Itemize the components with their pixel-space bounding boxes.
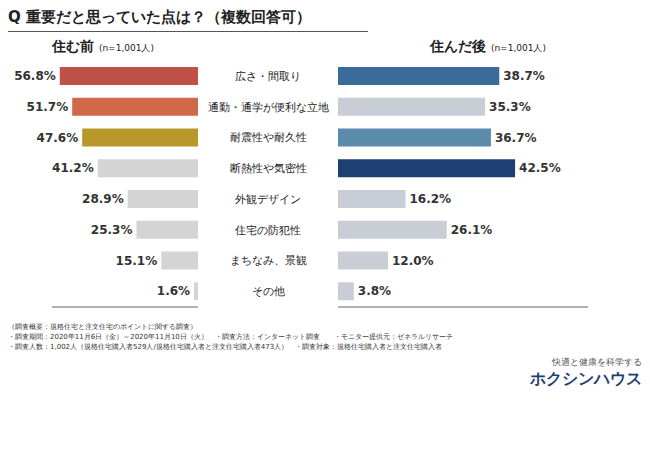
svg-text:56.8%: 56.8% bbox=[14, 69, 56, 83]
svg-text:通勤・通学が便利な立地: 通勤・通学が便利な立地 bbox=[208, 101, 329, 114]
svg-text:まちなみ、景観: まちなみ、景観 bbox=[230, 254, 307, 267]
svg-text:その他: その他 bbox=[252, 285, 285, 298]
svg-text:12.0%: 12.0% bbox=[392, 254, 434, 268]
html-text:住む前 (n=1,001人): 住む前 (n=1,001人) bbox=[52, 38, 154, 54]
svg-text:26.1%: 26.1% bbox=[451, 223, 493, 237]
svg-text:断熱性や気密性: 断熱性や気密性 bbox=[230, 162, 307, 175]
svg-text:1.6%: 1.6% bbox=[157, 284, 190, 298]
svg-text:3.8%: 3.8% bbox=[358, 284, 391, 298]
html-text:ホクシンハウス: ホクシンハウス bbox=[530, 369, 642, 388]
svg-text:38.7%: 38.7% bbox=[503, 69, 545, 83]
svg-text:42.5%: 42.5% bbox=[519, 161, 561, 175]
svg-text:16.2%: 16.2% bbox=[410, 192, 452, 206]
svg-text:35.3%: 35.3% bbox=[489, 100, 531, 114]
svg-text:外観デザイン: 外観デザイン bbox=[235, 193, 301, 206]
svg-text:41.2%: 41.2% bbox=[52, 161, 94, 175]
svg-text:住宅の防犯性: 住宅の防犯性 bbox=[235, 224, 301, 237]
svg-text:15.1%: 15.1% bbox=[116, 254, 158, 268]
svg-text:28.9%: 28.9% bbox=[82, 192, 124, 206]
html-text:（調査概要：規格住宅と注文住宅のポイントに関する調査）: （調査概要：規格住宅と注文住宅のポイントに関する調査） bbox=[8, 323, 197, 331]
svg-text:耐震性や耐久性: 耐震性や耐久性 bbox=[230, 131, 307, 144]
svg-text:25.3%: 25.3% bbox=[91, 223, 133, 237]
html-text:快適と健康を科学する: 快適と健康を科学する bbox=[552, 357, 642, 367]
html-text:住んだ後 (n=1,001人): 住んだ後 (n=1,001人) bbox=[430, 38, 546, 54]
svg-text:広さ・間取り: 広さ・間取り bbox=[235, 70, 301, 83]
svg-text:36.7%: 36.7% bbox=[495, 131, 537, 145]
svg-text:51.7%: 51.7% bbox=[27, 100, 69, 114]
html-text:・調査期間：2020年11月6日（金）～2020年11月10: ・調査期間：2020年11月6日（金）～2020年11月10日（火） ・調査方法… bbox=[8, 333, 453, 341]
svg-text:47.6%: 47.6% bbox=[37, 131, 79, 145]
html-text:・調査人数：1,002人（規格住宅購入者529人/規格住宅購: ・調査人数：1,002人（規格住宅購入者529人/規格住宅購入者と注文住宅購入者… bbox=[8, 343, 443, 351]
html-text:Q 重要だと思っていた点は？（複数回答可）: Q 重要だと思っていた点は？（複数回答可） bbox=[8, 8, 311, 26]
